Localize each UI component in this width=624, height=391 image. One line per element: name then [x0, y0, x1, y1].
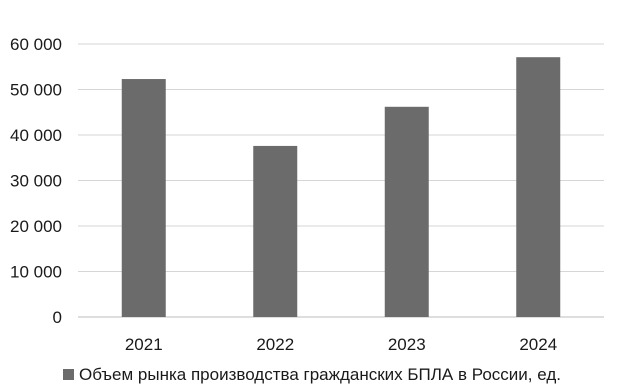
y-tick-label: 50 000: [10, 81, 62, 100]
y-tick-label: 30 000: [10, 172, 62, 191]
bars: [121, 57, 561, 317]
x-tick-label: 2021: [125, 335, 163, 354]
x-tick-label: 2023: [388, 335, 426, 354]
bar-2022: [253, 145, 298, 317]
y-tick-label: 0: [53, 308, 62, 327]
bar-2024: [516, 57, 561, 317]
legend-label: Объем рынка производства гражданских БПЛ…: [79, 365, 561, 384]
legend-swatch: [63, 369, 75, 380]
legend: Объем рынка производства гражданских БПЛ…: [0, 365, 624, 385]
x-tick-label: 2022: [256, 335, 294, 354]
y-tick-label: 10 000: [10, 263, 62, 282]
x-tick-label: 2024: [519, 335, 557, 354]
bar-2023: [384, 106, 429, 317]
y-axis-ticks: 0 10 000 20 000 30 000 40 000 50 000 60 000: [10, 35, 62, 327]
x-axis-ticks: 2021 2022 2023 2024: [125, 335, 557, 354]
y-tick-label: 40 000: [10, 126, 62, 145]
y-tick-label: 20 000: [10, 217, 62, 236]
bar-2021: [121, 79, 166, 317]
y-tick-label: 60 000: [10, 35, 62, 54]
